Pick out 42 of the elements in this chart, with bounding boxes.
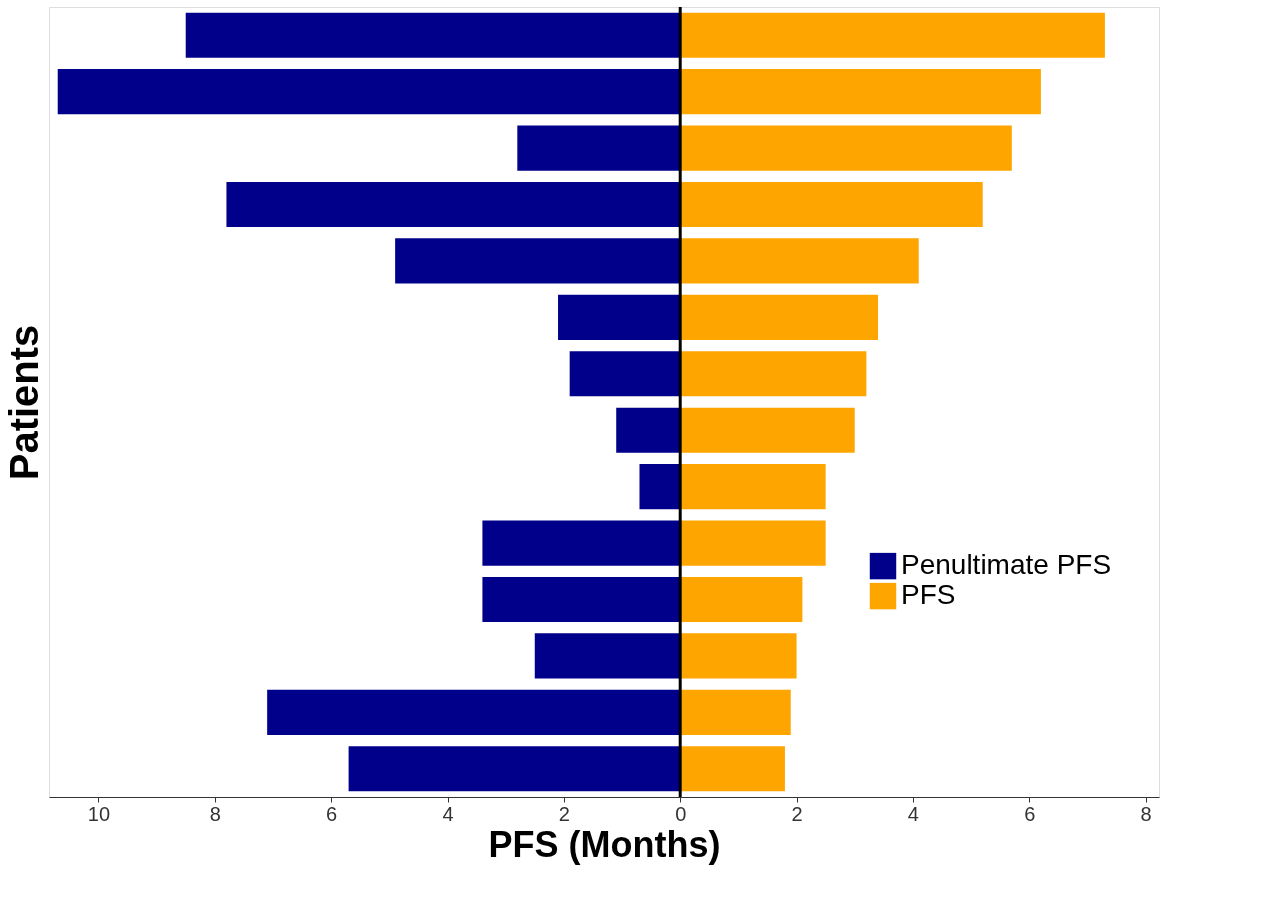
legend-label: PFS <box>901 579 956 611</box>
bar <box>558 294 681 340</box>
bar <box>680 294 879 340</box>
x-tick-label: 4 <box>907 802 919 825</box>
x-tick-label: 6 <box>1024 802 1036 825</box>
bar <box>639 464 681 510</box>
bar <box>680 576 803 623</box>
bar <box>482 576 681 623</box>
y-axis-title: Patients <box>1 324 46 481</box>
bar <box>680 125 1012 171</box>
x-tick-label: 4 <box>442 802 454 825</box>
x-tick-label: 6 <box>326 802 338 825</box>
x-tick-label: 8 <box>209 802 221 825</box>
bar <box>680 351 867 397</box>
bar <box>680 689 791 735</box>
bar <box>680 238 919 284</box>
bar <box>680 633 797 679</box>
x-tick-label: 10 <box>87 802 111 825</box>
x-axis-title: PFS (Months) <box>488 823 721 865</box>
legend-label: Penultimate PFS <box>901 549 1112 581</box>
bar <box>616 407 681 453</box>
bar <box>680 407 855 453</box>
x-tick-label: 0 <box>675 802 687 825</box>
bar <box>482 520 681 566</box>
bar <box>680 12 1105 58</box>
bar <box>680 746 785 792</box>
x-tick-label: 8 <box>1140 802 1152 825</box>
bar <box>680 69 1041 115</box>
x-tick-label: 2 <box>558 802 570 825</box>
bar <box>517 125 681 171</box>
bar <box>348 746 681 792</box>
bar <box>226 181 681 228</box>
bar <box>680 464 826 510</box>
x-tick-label: 2 <box>791 802 803 825</box>
bar <box>680 520 826 566</box>
bar <box>534 633 681 679</box>
bar <box>569 351 681 397</box>
bar <box>395 238 681 284</box>
bar <box>57 69 681 115</box>
bar <box>267 689 681 735</box>
bar <box>680 181 983 228</box>
bar <box>185 12 681 58</box>
